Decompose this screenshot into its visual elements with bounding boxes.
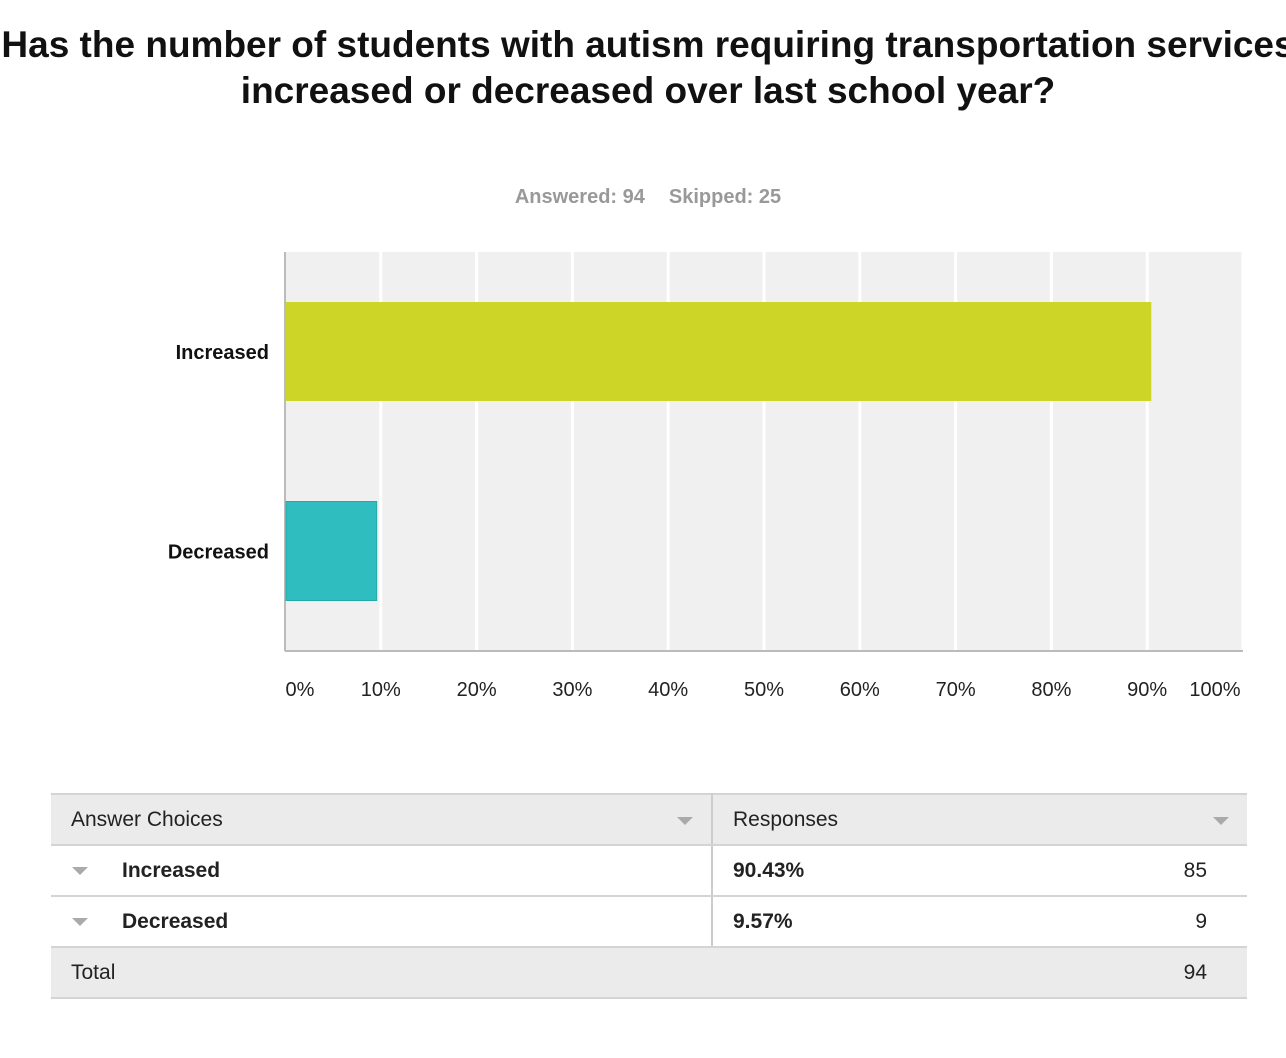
header-responses[interactable]: Responses bbox=[712, 793, 1247, 846]
x-tick-label: 60% bbox=[840, 679, 880, 701]
table-total-row: Total 94 bbox=[51, 946, 1247, 999]
table-header-row: Answer Choices Responses bbox=[51, 793, 1247, 846]
category-label: Decreased bbox=[168, 542, 269, 564]
expand-icon[interactable] bbox=[72, 866, 88, 875]
sort-icon[interactable] bbox=[1213, 817, 1229, 825]
x-tick-label: 0% bbox=[286, 679, 315, 701]
x-tick-label: 100% bbox=[1189, 679, 1240, 701]
table-row: Increased 90.43% 85 bbox=[51, 844, 1247, 897]
answered-count: Answered: 94 bbox=[514, 186, 645, 208]
response-stats: Answered: 94 Skipped: 25 bbox=[0, 186, 1286, 209]
chart-title: Has the number of students with autism r… bbox=[1, 24, 1286, 111]
x-tick-label: 90% bbox=[1127, 679, 1167, 701]
sort-icon[interactable] bbox=[677, 817, 693, 825]
category-label: Increased bbox=[176, 342, 269, 364]
x-tick-label: 20% bbox=[457, 679, 497, 701]
responses-table: Answer Choices Responses Increased 90.43… bbox=[51, 793, 1247, 999]
bar-decreased bbox=[285, 501, 378, 601]
x-tick-label: 70% bbox=[936, 679, 976, 701]
skipped-count: Skipped: 25 bbox=[668, 186, 782, 208]
bar-increased bbox=[286, 302, 1152, 401]
x-tick-label: 10% bbox=[361, 679, 401, 701]
header-answer-choices[interactable]: Answer Choices bbox=[51, 793, 713, 846]
table-row: Decreased 9.57% 9 bbox=[51, 895, 1247, 948]
bar-chart: 0% 10% 20% 30% 40% 50% 60% 70% 80% 90% 100% Increas… bbox=[168, 252, 1245, 701]
x-tick-label: 30% bbox=[552, 679, 592, 701]
x-tick-label: 80% bbox=[1031, 679, 1071, 701]
expand-icon[interactable] bbox=[72, 917, 88, 926]
x-tick-label: 50% bbox=[744, 679, 784, 701]
x-tick-label: 40% bbox=[648, 679, 688, 701]
